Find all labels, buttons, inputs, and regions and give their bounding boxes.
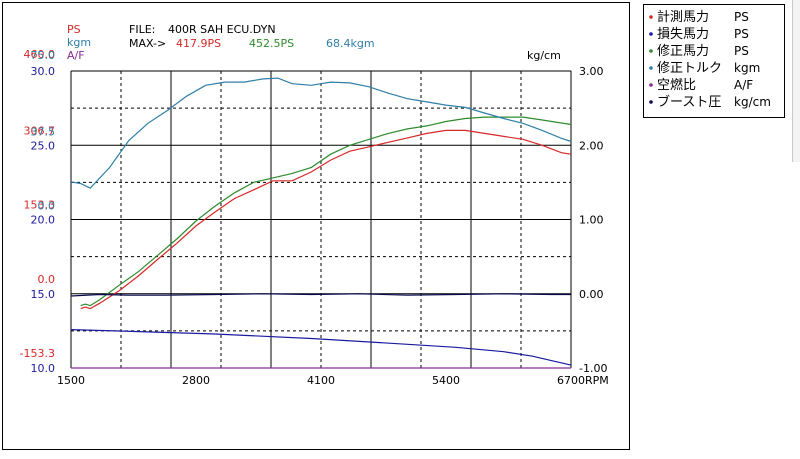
ps-tick-label: -153.3 — [20, 347, 55, 360]
legend-swatch — [649, 66, 653, 70]
rpm-tick-label: 5400 — [432, 374, 460, 387]
legend-list: 計測馬力 PS 損失馬力 PS 修正馬力 PS 修正トルク kgm 空燃比 A/F ブースト圧 kg/… — [649, 9, 771, 110]
right-axis-unit: kg/cm — [527, 49, 561, 62]
header-unit-ps: PS — [67, 23, 81, 36]
af-tick-label: 10.0 — [31, 362, 56, 375]
legend-label: ブースト圧 — [657, 94, 721, 110]
legend-label: 修正馬力 — [657, 44, 709, 59]
boost-tick-label: -1.00 — [579, 362, 607, 375]
chart-series — [70, 77, 572, 369]
series-line — [80, 129, 572, 310]
legend-swatch — [649, 32, 653, 36]
legend-label: 修正トルク — [657, 61, 722, 76]
legend-swatch — [649, 49, 653, 53]
legend-swatch — [649, 15, 653, 19]
legend-label: 計測馬力 — [657, 9, 709, 25]
rpm-tick-label: 6700 — [557, 374, 585, 387]
af-tick-label: 30.0 — [31, 65, 56, 78]
rpm-tick-label: 2800 — [182, 374, 210, 387]
kgm-tick-label: 0.0 — [38, 200, 56, 213]
header-unit-kgm: kgm — [67, 36, 91, 49]
legend-unit: A/F — [734, 78, 753, 92]
af-tick-label: 20.0 — [31, 214, 56, 227]
af-tick-label: 15.0 — [31, 288, 56, 301]
dyno-chart-panel: PS kgm A/F FILE: 400R SAH ECU.DYN MAX-> … — [2, 2, 630, 450]
header-unit-af: A/F — [67, 49, 85, 62]
max-value-torque: 68.4kgm — [326, 37, 375, 50]
legend-unit: PS — [734, 10, 749, 24]
boost-tick-label: 2.00 — [579, 139, 604, 152]
legend: 計測馬力 PS 損失馬力 PS 修正馬力 PS 修正トルク kgm 空燃比 A/F ブースト圧 kg/… — [643, 4, 785, 118]
series-line — [70, 329, 572, 366]
x-axis-unit: RPM — [585, 374, 609, 387]
max-value-corrected-hp: 452.5PS — [249, 37, 294, 50]
axis-tick-labels: 460.0306.7153.30.0-153.375.037.50.030.02… — [20, 48, 608, 387]
boost-tick-label: 0.00 — [579, 288, 604, 301]
af-tick-label: 25.0 — [31, 139, 56, 152]
rpm-tick-label: 1500 — [57, 374, 85, 387]
max-label: MAX-> — [129, 37, 166, 50]
chart-grid — [70, 70, 572, 369]
legend-label: 空燃比 — [657, 77, 696, 93]
dyno-chart: PS kgm A/F FILE: 400R SAH ECU.DYN MAX-> … — [20, 23, 609, 387]
ps-tick-label: 0.0 — [38, 273, 56, 286]
ps-tick-label: 306.7 — [24, 124, 56, 137]
legend-swatch — [649, 83, 653, 87]
series-line — [80, 116, 572, 307]
ps-tick-label: 153.3 — [24, 199, 56, 212]
legend-label: 損失馬力 — [657, 27, 709, 42]
rpm-tick-label: 4100 — [307, 374, 335, 387]
legend-unit: PS — [734, 27, 749, 41]
file-label: FILE: — [129, 23, 155, 36]
series-line — [70, 77, 572, 189]
kgm-tick-label: 37.5 — [31, 125, 56, 138]
window-scrollbar-edge[interactable] — [792, 0, 800, 162]
ps-tick-label: 460.0 — [24, 48, 56, 61]
boost-tick-label: 3.00 — [579, 65, 604, 78]
file-name: 400R SAH ECU.DYN — [168, 23, 276, 36]
legend-unit: PS — [734, 44, 749, 58]
max-value-measured-hp: 417.9PS — [176, 37, 221, 50]
legend-unit: kg/cm — [734, 95, 771, 109]
legend-swatch — [649, 100, 653, 104]
series-line — [70, 293, 571, 297]
kgm-tick-label: 75.0 — [31, 49, 56, 62]
boost-tick-label: 1.00 — [579, 214, 604, 227]
legend-unit: kgm — [734, 61, 760, 75]
